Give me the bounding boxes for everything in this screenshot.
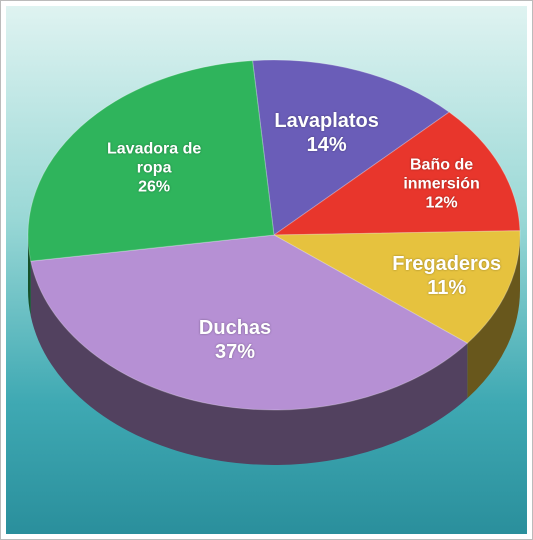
value-label: 12% bbox=[425, 194, 458, 212]
category-label: Fregaderos bbox=[392, 252, 502, 275]
slice bbox=[251, 59, 451, 236]
category-label: Lavaplatos bbox=[274, 110, 379, 133]
category-label: Lavadora de ropa bbox=[107, 140, 202, 177]
slice-label: Baño de inmersión 12% bbox=[382, 156, 502, 213]
slice bbox=[27, 60, 275, 262]
slice-label: Duchas 37% bbox=[199, 316, 271, 364]
slice-label: Fregaderos 11% bbox=[392, 252, 501, 300]
category-label: Baño de inmersión bbox=[403, 156, 480, 193]
slice-label: Lavadora de ropa 26% bbox=[94, 139, 214, 196]
slice-label: Lavaplatos 14% bbox=[274, 109, 378, 157]
slice bbox=[30, 234, 469, 411]
category-label: Duchas bbox=[198, 316, 272, 339]
value-label: 26% bbox=[138, 178, 171, 196]
slice bbox=[272, 111, 521, 236]
value-label: 11% bbox=[427, 276, 467, 299]
value-label: 37% bbox=[215, 340, 256, 363]
slice bbox=[272, 230, 521, 344]
value-label: 14% bbox=[306, 134, 347, 157]
pie-chart bbox=[27, 59, 521, 465]
